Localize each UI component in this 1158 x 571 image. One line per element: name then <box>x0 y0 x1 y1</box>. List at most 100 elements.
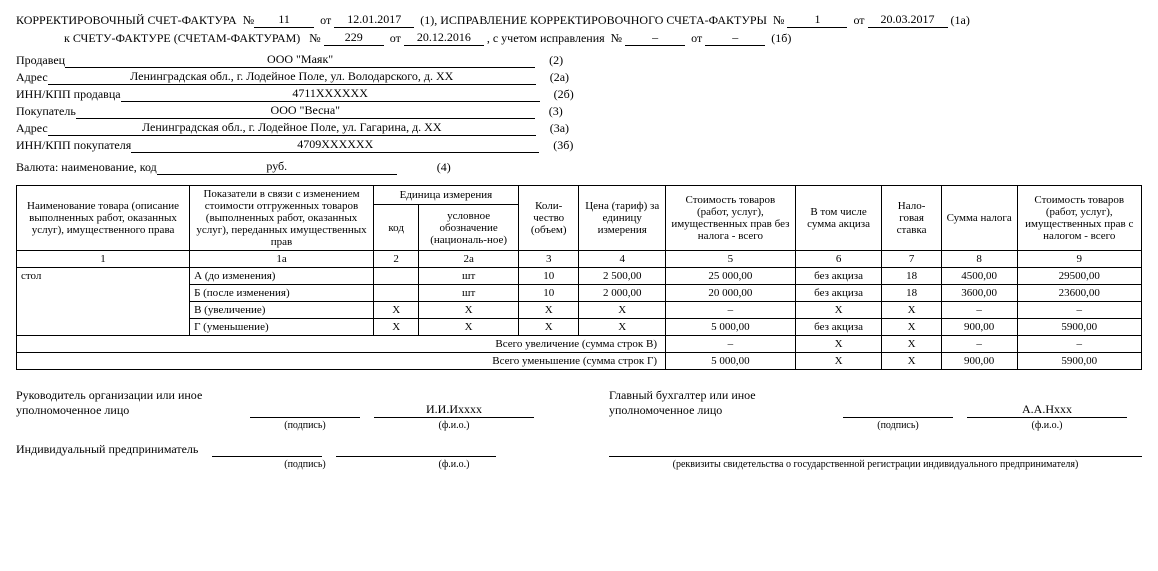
row-a-net: 25 000,00 <box>666 268 796 285</box>
seller-inn-code: (2б) <box>554 87 574 102</box>
row-v-label: В (увеличение) <box>190 302 374 319</box>
row-a-qty: 10 <box>518 268 579 285</box>
th-name: Наименование товара (описание выполненны… <box>17 186 190 251</box>
buyer-addr-code: (3а) <box>550 121 569 136</box>
orig-no: 229 <box>324 30 384 46</box>
code-1a: (1а) <box>951 13 970 28</box>
row-g-label: Г (уменьшение) <box>190 319 374 336</box>
th-rate: Нало-говая ставка <box>882 186 941 251</box>
sub-fio-1: (ф.и.о.) <box>374 420 534 431</box>
th-tax: Сумма налога <box>941 186 1017 251</box>
row-a-exc: без акциза <box>795 268 882 285</box>
total-inc-tax: – <box>941 336 1017 353</box>
currency-value: руб. <box>157 159 397 175</box>
th-qty: Коли-чество (объем) <box>518 186 579 251</box>
th-indicator: Показатели в связи с изменением стоимост… <box>190 186 374 251</box>
correction-date: 20.03.2017 <box>868 12 948 28</box>
seller-inn-label: ИНН/КПП продавца <box>16 87 121 102</box>
seller-addr-label: Адрес <box>16 70 48 85</box>
manager-name: И.И.Ихххх <box>374 402 534 418</box>
from-label-4: от <box>691 31 702 46</box>
colnum-5: 5 <box>666 251 796 268</box>
th-net: Стоимость товаров (работ, услуг), имущес… <box>666 186 796 251</box>
invoice-table: Наименование товара (описание выполненны… <box>16 185 1142 370</box>
from-label-1: от <box>320 13 331 28</box>
sub-sign-2: (подпись) <box>843 420 953 431</box>
total-dec-label: Всего уменьшение (сумма строк Г) <box>17 353 666 370</box>
signatures: Руководитель организации или иное уполно… <box>16 388 1142 470</box>
total-inc-rate: X <box>882 336 941 353</box>
row-g-rate: X <box>882 319 941 336</box>
title: КОРРЕКТИРОВОЧНЫЙ СЧЕТ-ФАКТУРА № <box>16 13 254 28</box>
buyer-inn-value: 4709XXXXXX <box>131 137 539 153</box>
row-a-label: А (до изменения) <box>190 268 374 285</box>
manager-label: Руководитель организации или иное уполно… <box>16 388 236 418</box>
buyer-addr-label: Адрес <box>16 121 48 136</box>
th-gross: Стоимость товаров (работ, услуг), имущес… <box>1017 186 1141 251</box>
seller-inn-value: 4711XXXXXX <box>121 86 540 102</box>
item-name: стол <box>17 268 190 336</box>
ip-sign-blank <box>212 441 322 457</box>
row-g-unit: X <box>419 319 519 336</box>
colnum-4: 4 <box>579 251 666 268</box>
total-dec-exc: X <box>795 353 882 370</box>
invoice-no: 11 <box>254 12 314 28</box>
row-v-exc: X <box>795 302 882 319</box>
row-b-gross: 23600,00 <box>1017 285 1141 302</box>
currency-code: (4) <box>437 160 451 175</box>
row-v-code: X <box>373 302 418 319</box>
colnum-7: 7 <box>882 251 941 268</box>
total-inc-label: Всего увеличение (сумма строк В) <box>17 336 666 353</box>
orig-date: 20.12.2016 <box>404 30 484 46</box>
seller-code: (2) <box>549 53 563 68</box>
total-dec-tax: 900,00 <box>941 353 1017 370</box>
ip-reg-note: (реквизиты свидетельства о государственн… <box>609 459 1142 470</box>
header-line-1: КОРРЕКТИРОВОЧНЫЙ СЧЕТ-ФАКТУРА № 11 от 1 2… <box>16 12 1142 28</box>
correction-no: 1 <box>787 12 847 28</box>
colnum-8: 8 <box>941 251 1017 268</box>
colnum-3: 3 <box>518 251 579 268</box>
row-v-qty: X <box>518 302 579 319</box>
total-dec-gross: 5900,00 <box>1017 353 1141 370</box>
buyer-code: (3) <box>549 104 563 119</box>
row-g-net: 5 000,00 <box>666 319 796 336</box>
seller-label: Продавец <box>16 53 65 68</box>
row-v-price: X <box>579 302 666 319</box>
total-inc-gross: – <box>1017 336 1141 353</box>
row-b-label: Б (после изменения) <box>190 285 374 302</box>
th-unit-code: код <box>373 205 418 251</box>
colnum-2: 2 <box>373 251 418 268</box>
sub-sign-3: (подпись) <box>250 459 360 470</box>
row-g-gross: 5900,00 <box>1017 319 1141 336</box>
row-b-qty: 10 <box>518 285 579 302</box>
row-v-net: – <box>666 302 796 319</box>
row-g-tax: 900,00 <box>941 319 1017 336</box>
th-price: Цена (тариф) за единицу измерения <box>579 186 666 251</box>
row-v-unit: X <box>419 302 519 319</box>
currency-label: Валюта: наименование, код <box>16 160 157 175</box>
sub-fio-2: (ф.и.о.) <box>967 420 1127 431</box>
total-inc-net: – <box>666 336 796 353</box>
row-g-exc: без акциза <box>795 319 882 336</box>
row-g-code: X <box>373 319 418 336</box>
from-label-3: от <box>390 31 401 46</box>
total-increase-row: Всего увеличение (сумма строк В) – X X –… <box>17 336 1142 353</box>
total-dec-net: 5 000,00 <box>666 353 796 370</box>
code-1: (1), <box>420 13 437 28</box>
row-b-price: 2 000,00 <box>579 285 666 302</box>
seller-addr-value: Ленинградская обл., г. Лодейное Поле, ул… <box>48 69 536 85</box>
th-unit-grp: Единица измерения <box>373 186 518 205</box>
ip-name-blank <box>336 441 496 457</box>
table-row: стол А (до изменения) шт 10 2 500,00 25 … <box>17 268 1142 285</box>
total-dec-rate: X <box>882 353 941 370</box>
header-line-2: к СЧЕТУ-ФАКТУРЕ (СЧЕТАМ-ФАКТУРАМ) № 229 … <box>16 30 1142 46</box>
sub-fio-3: (ф.и.о.) <box>374 459 534 470</box>
buyer-inn-label: ИНН/КПП покупателя <box>16 138 131 153</box>
row-a-unit: шт <box>419 268 519 285</box>
parties-block: Продавец ООО "Маяк" (2) Адрес Ленинградс… <box>16 52 1142 175</box>
row-a-tax: 4500,00 <box>941 268 1017 285</box>
seller-value: ООО "Маяк" <box>65 52 535 68</box>
row-a-rate: 18 <box>882 268 941 285</box>
row-b-exc: без акциза <box>795 285 882 302</box>
th-unit-name: условное обозначение (националь-ное) <box>419 205 519 251</box>
